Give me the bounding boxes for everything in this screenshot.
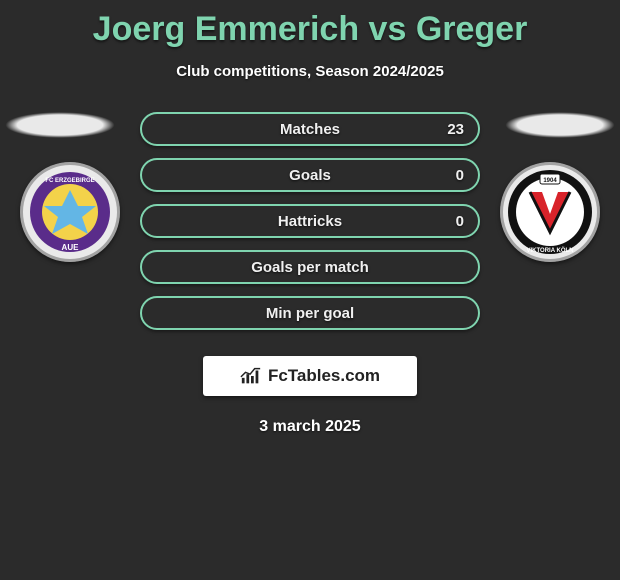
stat-rows: Matches 23 Goals 0 Hattricks 0 Goals per… — [140, 112, 480, 342]
club-badge-right: 1904 VIKTORIA KÖLN — [500, 162, 600, 262]
stat-row-min-per-goal: Min per goal — [140, 296, 480, 330]
svg-text:VIKTORIA KÖLN: VIKTORIA KÖLN — [526, 247, 573, 254]
comparison-stage: FC ERZGEBIRGE AUE 1904 VIKTORIA KÖLN Mat… — [0, 112, 620, 342]
bar-chart-icon — [240, 366, 262, 386]
stat-row-matches: Matches 23 — [140, 112, 480, 146]
stat-value-right: 0 — [456, 167, 464, 184]
stat-row-hattricks: Hattricks 0 — [140, 204, 480, 238]
brand-label: FcTables.com — [268, 366, 380, 386]
club-badge-right-icon: 1904 VIKTORIA KÖLN — [500, 162, 600, 262]
stat-label: Matches — [280, 121, 340, 138]
svg-text:AUE: AUE — [62, 243, 80, 252]
subtitle: Club competitions, Season 2024/2025 — [0, 63, 620, 80]
stat-label: Goals per match — [251, 259, 369, 276]
stat-label: Min per goal — [266, 305, 354, 322]
stat-label: Hattricks — [278, 213, 342, 230]
player-shadow-right — [505, 112, 615, 138]
stat-value-right: 0 — [456, 213, 464, 230]
club-badge-left-icon: FC ERZGEBIRGE AUE — [20, 162, 120, 262]
player-shadow-left — [5, 112, 115, 138]
club-badge-left: FC ERZGEBIRGE AUE — [20, 162, 120, 262]
svg-text:FC ERZGEBIRGE: FC ERZGEBIRGE — [45, 178, 94, 184]
brand-badge[interactable]: FcTables.com — [203, 356, 417, 396]
date-label: 3 march 2025 — [0, 418, 620, 436]
page-title: Joerg Emmerich vs Greger — [0, 0, 620, 49]
stat-value-right: 23 — [447, 121, 464, 138]
stat-label: Goals — [289, 167, 331, 184]
stat-row-goals-per-match: Goals per match — [140, 250, 480, 284]
stat-row-goals: Goals 0 — [140, 158, 480, 192]
svg-text:1904: 1904 — [543, 178, 557, 184]
